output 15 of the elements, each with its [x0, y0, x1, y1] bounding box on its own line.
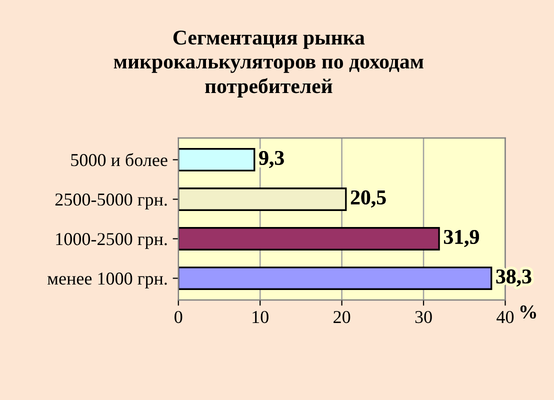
data-label: 31,9 — [444, 230, 479, 247]
x-tick-label: 30 — [415, 310, 432, 324]
data-label: 38,3 — [496, 269, 532, 287]
data-label: 20,5 — [350, 190, 386, 208]
x-tick-label: 40 — [496, 310, 514, 324]
chart-title: Сегментация рынка микрокалькуляторов по доходам потребителей — [114, 30, 424, 98]
y-tick-label: 5000 и более — [71, 153, 168, 166]
data-label: 9,3 — [259, 150, 284, 168]
y-tick-label: 1000-2500 грн. — [56, 233, 167, 249]
x-tick-label: 0 — [174, 310, 182, 324]
x-tick-label: 10 — [252, 310, 268, 324]
x-tick-label: 20 — [334, 310, 350, 324]
x-axis-title: % — [520, 305, 536, 319]
y-tick-label: менее 1000 грн. — [48, 272, 167, 288]
y-tick-label: 2500-5000 грн. — [55, 194, 167, 210]
